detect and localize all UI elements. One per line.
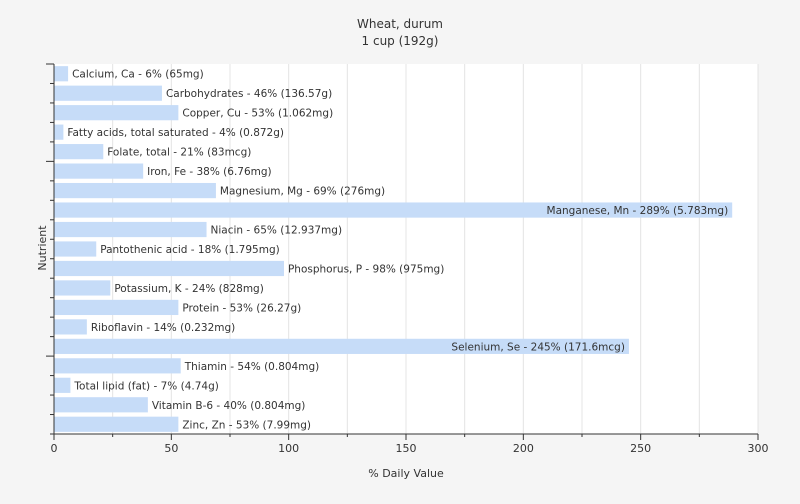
bar bbox=[54, 260, 284, 277]
bar bbox=[54, 85, 162, 101]
bar bbox=[54, 105, 179, 121]
bar bbox=[54, 280, 111, 296]
x-tick-label: 200 bbox=[513, 442, 534, 455]
bar-label: Potassium, K - 24% (828mg) bbox=[114, 283, 264, 295]
bar bbox=[54, 377, 71, 393]
bar-label: Niacin - 65% (12.937mg) bbox=[211, 225, 343, 237]
bar-label: Protein - 53% (26.27g) bbox=[182, 302, 301, 314]
bar-label: Zinc, Zn - 53% (7.99mg) bbox=[182, 419, 311, 431]
bar-label: Fatty acids, total saturated - 4% (0.872… bbox=[67, 127, 284, 139]
x-axis-label: % Daily Value bbox=[368, 467, 444, 480]
bar-label: Carbohydrates - 46% (136.57g) bbox=[166, 88, 332, 100]
bar bbox=[54, 66, 69, 82]
bar bbox=[54, 202, 733, 218]
bar bbox=[54, 397, 148, 413]
x-tick-label: 150 bbox=[396, 442, 417, 455]
axes: 0 50 100 150 200 250 300 bbox=[46, 63, 769, 455]
x-tick-label: 250 bbox=[630, 442, 651, 455]
bar bbox=[54, 163, 144, 179]
bar-label: Riboflavin - 14% (0.232mg) bbox=[91, 322, 235, 334]
bar-label: Selenium, Se - 245% (171.6mcg) bbox=[451, 341, 625, 353]
bar bbox=[54, 358, 181, 374]
bar bbox=[54, 416, 179, 432]
chart-subtitle: 1 cup (192g) bbox=[362, 34, 439, 48]
bar-label: Phosphorus, P - 98% (975mg) bbox=[288, 263, 444, 275]
bar bbox=[54, 182, 216, 199]
bar-label: Thiamin - 54% (0.804mg) bbox=[184, 361, 320, 373]
bar-label: Total lipid (fat) - 7% (4.74g) bbox=[73, 380, 218, 392]
bar bbox=[54, 299, 179, 316]
y-axis-label: Nutrient bbox=[36, 225, 49, 271]
chart-title: Wheat, durum bbox=[357, 17, 443, 31]
x-tick-label: 300 bbox=[748, 442, 769, 455]
x-tick-label: 100 bbox=[278, 442, 299, 455]
x-tick-label: 0 bbox=[51, 442, 58, 455]
bar-label: Calcium, Ca - 6% (65mg) bbox=[72, 69, 204, 81]
bar-label: Vitamin B-6 - 40% (0.804mg) bbox=[152, 400, 306, 412]
bar-label: Copper, Cu - 53% (1.062mg) bbox=[182, 108, 333, 120]
bar bbox=[54, 319, 87, 335]
bar bbox=[54, 144, 104, 160]
bar bbox=[54, 241, 97, 257]
bar bbox=[54, 338, 629, 354]
x-tick-label: 50 bbox=[164, 442, 178, 455]
bar bbox=[54, 124, 64, 140]
bar-label: Pantothenic acid - 18% (1.795mg) bbox=[100, 244, 279, 256]
bars: Calcium, Ca - 6% (65mg) Carbohydrates - 4… bbox=[54, 66, 733, 432]
bar-label: Iron, Fe - 38% (6.76mg) bbox=[147, 166, 271, 178]
bar-label: Folate, total - 21% (83mcg) bbox=[107, 147, 251, 159]
bar-label: Magnesium, Mg - 69% (276mg) bbox=[220, 186, 385, 198]
bar-label: Manganese, Mn - 289% (5.783mg) bbox=[547, 205, 729, 217]
bar bbox=[54, 221, 207, 238]
